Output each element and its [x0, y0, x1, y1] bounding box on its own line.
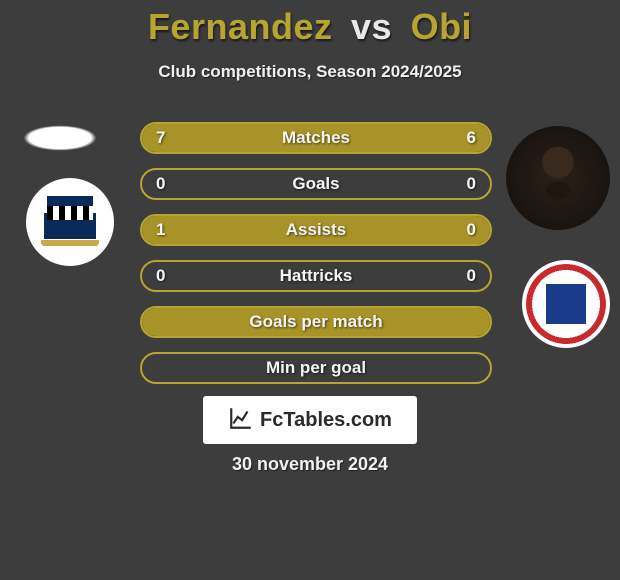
stat-label: Matches	[282, 128, 350, 148]
stat-value-right: 6	[467, 128, 476, 148]
stat-row: Min per goal	[140, 352, 492, 384]
stat-row: 1 0 Assists	[140, 214, 492, 246]
stat-row: 7 6 Matches	[140, 122, 492, 154]
subtitle: Club competitions, Season 2024/2025	[0, 62, 620, 82]
player1-portrait	[8, 120, 112, 156]
stat-value-left: 0	[156, 266, 165, 286]
player1-name: Fernandez	[148, 6, 333, 47]
stat-value-left: 7	[156, 128, 165, 148]
vs-text: vs	[343, 6, 400, 47]
player2-name: Obi	[411, 6, 473, 47]
player1-club-crest	[26, 178, 114, 266]
page-title: Fernandez vs Obi	[0, 0, 620, 48]
branding-text: FcTables.com	[260, 409, 392, 432]
stat-label: Hattricks	[280, 266, 353, 286]
stat-row: Goals per match	[140, 306, 492, 338]
date-text: 30 november 2024	[232, 454, 388, 475]
stat-value-right: 0	[467, 266, 476, 286]
branding-badge: FcTables.com	[203, 396, 417, 444]
stats-panel: 7 6 Matches 0 0 Goals 1 0 Assists 0 0 Hattricks Goal…	[140, 122, 492, 398]
stat-row: 0 0 Goals	[140, 168, 492, 200]
stat-value-left: 1	[156, 220, 165, 240]
stat-value-right: 0	[467, 220, 476, 240]
stat-value-left: 0	[156, 174, 165, 194]
stat-row: 0 0 Hattricks	[140, 260, 492, 292]
stat-label: Assists	[286, 220, 346, 240]
stat-value-right: 0	[467, 174, 476, 194]
player2-portrait	[506, 126, 610, 230]
stat-label: Min per goal	[266, 358, 366, 378]
player2-club-crest	[522, 260, 610, 348]
chart-icon	[228, 405, 254, 436]
stat-label: Goals per match	[249, 312, 382, 332]
stat-label: Goals	[292, 174, 339, 194]
